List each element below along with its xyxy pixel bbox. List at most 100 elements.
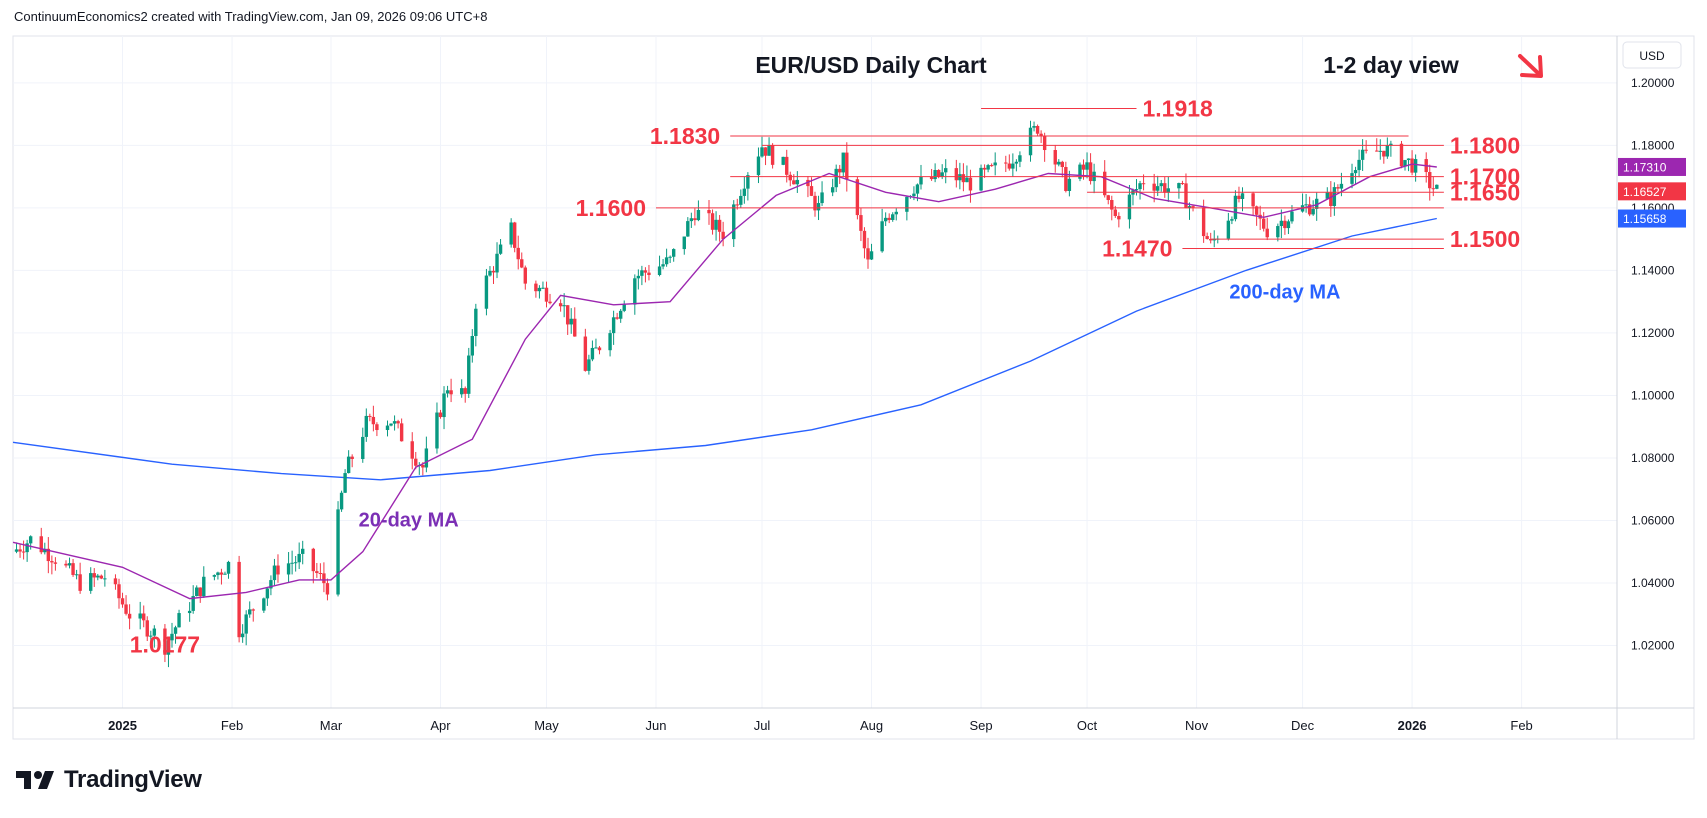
candle: [1410, 150, 1414, 176]
candle: [445, 385, 450, 398]
candle: [251, 608, 255, 622]
price-tick-label: 1.18000: [1631, 138, 1675, 152]
chart-grid: [13, 36, 1617, 708]
candle: [71, 559, 75, 577]
candle: [1240, 187, 1245, 212]
candle: [1357, 149, 1361, 178]
candle: [1364, 140, 1368, 154]
candle: [1042, 132, 1047, 162]
candle: [46, 537, 51, 574]
candle: [933, 163, 937, 183]
candle: [410, 432, 414, 470]
candle: [78, 562, 82, 594]
candle: [459, 379, 464, 398]
candle: [636, 269, 641, 290]
candle: [145, 616, 149, 642]
candle: [869, 243, 874, 261]
candle: [520, 252, 524, 269]
candle: [785, 149, 789, 183]
candle: [565, 305, 570, 335]
candle: [806, 176, 810, 198]
time-tick-label: 2026: [1398, 718, 1427, 733]
price-tick-label: 1.12000: [1631, 326, 1675, 340]
price-tick-label: 1.04000: [1631, 576, 1675, 590]
candle: [399, 418, 404, 442]
candle: [240, 624, 245, 643]
tradingview-brand[interactable]: TradingView: [16, 766, 202, 794]
candle: [152, 625, 157, 648]
candle: [1424, 152, 1428, 183]
candle: [788, 171, 792, 187]
candle: [1413, 154, 1418, 182]
candle: [318, 563, 323, 580]
candle: [993, 152, 997, 176]
candle: [1007, 154, 1012, 171]
candle: [375, 422, 379, 437]
currency-button[interactable]: [1622, 41, 1682, 69]
candle: [1283, 215, 1287, 235]
candle: [1435, 184, 1439, 190]
candle: [438, 409, 443, 419]
candle: [99, 574, 104, 580]
candle: [463, 386, 467, 403]
candle: [541, 281, 545, 290]
time-tick-label: Oct: [1077, 718, 1098, 733]
price-tick-label: 1.10000: [1631, 388, 1675, 402]
candle: [1209, 232, 1213, 244]
chart-attribution: ContinuumEconomics2 created with Trading…: [14, 9, 488, 24]
candle: [958, 162, 962, 190]
candle: [1286, 219, 1291, 235]
candle: [1028, 120, 1033, 162]
candle: [714, 211, 718, 241]
candle: [389, 423, 393, 427]
candle: [442, 386, 446, 430]
candle: [1092, 163, 1096, 194]
candle: [1258, 205, 1262, 231]
candle: [149, 630, 153, 646]
candle: [1138, 180, 1142, 200]
candle: [1332, 182, 1337, 216]
candle: [693, 208, 697, 226]
candle: [1131, 188, 1135, 206]
candle: [350, 454, 354, 468]
candle: [919, 164, 923, 190]
candle: [50, 555, 54, 575]
candle: [845, 142, 849, 192]
candle: [166, 639, 171, 668]
candle: [1325, 187, 1329, 200]
candle: [887, 213, 891, 224]
chart-title: EUR/USD Daily Chart: [755, 52, 987, 78]
candle: [89, 567, 93, 594]
price-tag: 1.17310: [1618, 157, 1686, 176]
candle: [834, 164, 838, 193]
candle: [244, 610, 248, 646]
candle: [223, 571, 227, 575]
candle: [173, 625, 178, 644]
candle: [1205, 232, 1209, 240]
time-tick-label: Feb: [1510, 718, 1532, 733]
candle: [830, 178, 835, 197]
candle: [756, 147, 761, 184]
currency-label: USD: [1639, 49, 1665, 63]
candle: [671, 248, 676, 262]
ma20-line: [12, 163, 1437, 600]
time-tick-label: Feb: [221, 718, 243, 733]
candle: [96, 573, 100, 581]
candle: [120, 592, 125, 608]
candle: [1237, 186, 1241, 203]
candle: [262, 597, 266, 613]
candle: [127, 604, 132, 630]
price-tag: 1.15658: [1618, 209, 1686, 228]
candle: [226, 560, 231, 579]
time-axis[interactable]: 2025 Feb Mar Apr May Jun Jul Aug Sep Oct Nov Dec 202…: [108, 718, 1533, 733]
price-axis[interactable]: 1.200001.180001.160001.140001.120001.100…: [1631, 76, 1675, 653]
time-tick-label: May: [534, 718, 559, 733]
candle: [770, 143, 775, 169]
price-tick-label: 1.20000: [1631, 76, 1675, 90]
candle: [315, 562, 319, 578]
candle: [838, 164, 842, 184]
candle: [103, 569, 107, 587]
candle: [290, 550, 294, 575]
candle: [961, 163, 966, 192]
